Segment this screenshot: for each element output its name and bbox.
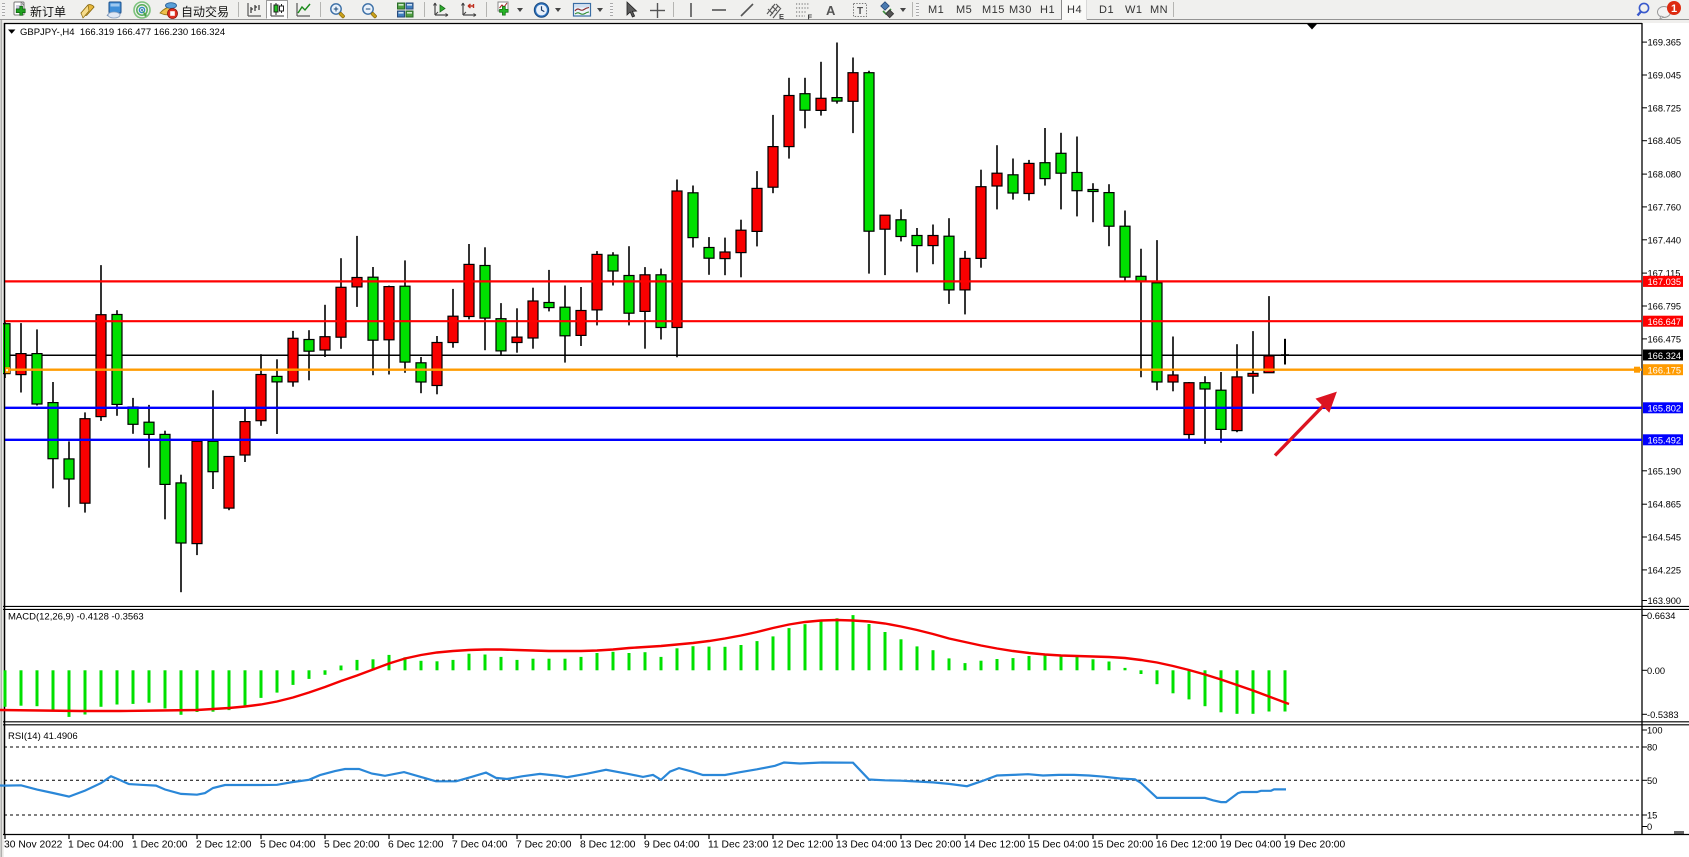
svg-text:1: 1 bbox=[1671, 3, 1677, 15]
svg-text:15 Dec 04:00: 15 Dec 04:00 bbox=[1028, 840, 1090, 851]
svg-text:1 Dec 20:00: 1 Dec 20:00 bbox=[132, 840, 188, 851]
svg-text:100: 100 bbox=[1647, 726, 1663, 736]
svg-text:166.647: 166.647 bbox=[1648, 317, 1682, 327]
svg-text:7 Dec 20:00: 7 Dec 20:00 bbox=[516, 840, 572, 851]
svg-text:15 Dec 20:00: 15 Dec 20:00 bbox=[1092, 840, 1154, 851]
svg-text:13 Dec 04:00: 13 Dec 04:00 bbox=[836, 840, 898, 851]
svg-text:80: 80 bbox=[1647, 743, 1657, 753]
svg-text:F: F bbox=[808, 13, 813, 21]
svg-text:5 Dec 04:00: 5 Dec 04:00 bbox=[260, 840, 316, 851]
svg-text:164.865: 164.865 bbox=[1648, 500, 1682, 510]
svg-text:167.035: 167.035 bbox=[1648, 277, 1682, 287]
svg-text:E: E bbox=[779, 12, 784, 20]
svg-text:8 Dec 12:00: 8 Dec 12:00 bbox=[580, 840, 636, 851]
svg-text:166.175: 166.175 bbox=[1648, 366, 1682, 376]
svg-text:19 Dec 04:00: 19 Dec 04:00 bbox=[1220, 840, 1282, 851]
svg-text:RSI(14) 41.4906: RSI(14) 41.4906 bbox=[8, 731, 78, 742]
svg-text:166.795: 166.795 bbox=[1648, 302, 1682, 312]
svg-text:MACD(12,26,9) -0.4128 -0.3563: MACD(12,26,9) -0.4128 -0.3563 bbox=[8, 612, 144, 623]
svg-text:13 Dec 20:00: 13 Dec 20:00 bbox=[900, 840, 962, 851]
svg-text:12 Dec 12:00: 12 Dec 12:00 bbox=[772, 840, 834, 851]
svg-text:5 Dec 20:00: 5 Dec 20:00 bbox=[324, 840, 380, 851]
svg-text:169.365: 169.365 bbox=[1648, 38, 1682, 48]
svg-text:167.440: 167.440 bbox=[1648, 235, 1682, 245]
svg-text:166.324: 166.324 bbox=[1648, 351, 1682, 361]
svg-text:165.802: 165.802 bbox=[1648, 404, 1682, 414]
svg-text:50: 50 bbox=[1647, 776, 1657, 786]
svg-text:2 Dec 12:00: 2 Dec 12:00 bbox=[196, 840, 252, 851]
svg-text:16 Dec 12:00: 16 Dec 12:00 bbox=[1156, 840, 1218, 851]
svg-text:168.080: 168.080 bbox=[1648, 170, 1682, 180]
svg-text:0.00: 0.00 bbox=[1647, 666, 1665, 676]
svg-text:1 Dec 04:00: 1 Dec 04:00 bbox=[68, 840, 124, 851]
svg-text:-0.5383: -0.5383 bbox=[1647, 710, 1679, 720]
svg-text:11 Dec 23:00: 11 Dec 23:00 bbox=[708, 840, 769, 851]
svg-text:165.492: 165.492 bbox=[1648, 436, 1682, 446]
svg-text:168.725: 168.725 bbox=[1648, 103, 1682, 113]
svg-text:0.6634: 0.6634 bbox=[1647, 611, 1675, 621]
svg-text:7 Dec 04:00: 7 Dec 04:00 bbox=[452, 840, 508, 851]
svg-text:167.760: 167.760 bbox=[1648, 202, 1682, 212]
svg-text:T: T bbox=[857, 6, 863, 17]
svg-text:163.900: 163.900 bbox=[1648, 596, 1682, 606]
svg-text:167.115: 167.115 bbox=[1648, 269, 1681, 279]
svg-text:GBPJPY-,H4 166.319 166.477 16: GBPJPY-,H4 166.319 166.477 166.230 166.3… bbox=[20, 27, 225, 38]
svg-text:15: 15 bbox=[1647, 811, 1657, 821]
svg-text:0: 0 bbox=[1647, 822, 1652, 832]
svg-text:164.545: 164.545 bbox=[1648, 533, 1682, 543]
svg-text:6 Dec 12:00: 6 Dec 12:00 bbox=[388, 840, 444, 851]
svg-text:168.405: 168.405 bbox=[1648, 136, 1682, 146]
svg-text:30 Nov 2022: 30 Nov 2022 bbox=[4, 840, 63, 851]
svg-text:14 Dec 12:00: 14 Dec 12:00 bbox=[964, 840, 1026, 851]
svg-text:164.225: 164.225 bbox=[1648, 565, 1682, 575]
svg-text:+: + bbox=[333, 4, 338, 14]
svg-text:−: − bbox=[365, 4, 370, 14]
svg-text:19 Dec 20:00: 19 Dec 20:00 bbox=[1284, 840, 1346, 851]
svg-text:9 Dec 04:00: 9 Dec 04:00 bbox=[644, 840, 700, 851]
svg-text:166.475: 166.475 bbox=[1648, 334, 1682, 344]
svg-text:169.045: 169.045 bbox=[1648, 71, 1682, 81]
svg-text:165.190: 165.190 bbox=[1648, 466, 1682, 476]
